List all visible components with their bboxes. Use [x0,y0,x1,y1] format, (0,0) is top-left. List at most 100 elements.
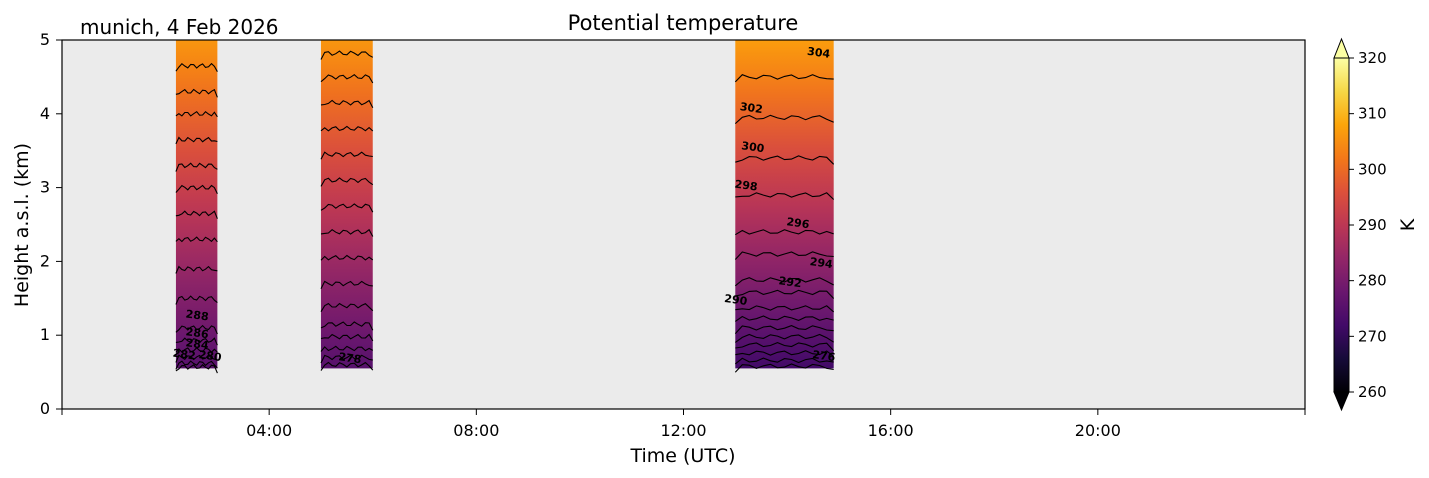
contour-288 [735,305,835,313]
contour-284 [320,321,374,331]
contour-300 [320,125,374,132]
contour-276 [320,361,374,371]
y-tick-label: 4 [40,104,50,123]
contour-label: 298 [734,178,759,194]
contour-278 [320,354,373,364]
x-tick-label: 08:00 [453,421,499,440]
plot-background [62,40,1305,409]
colorbar-extend-max [1333,37,1350,59]
contour-306 [175,62,218,72]
contour-284 [175,337,218,346]
contour-286 [734,315,834,322]
colorbar-tick-label: 260 [1358,383,1387,401]
contour-label: 294 [809,255,834,271]
x-axis-ticks: 04:00 08:00 12:00 16:00 20:00 [61,409,1306,440]
contour-label: 278 [338,350,363,366]
contour-290 [735,289,835,299]
contour-304 [175,88,218,98]
contour-302 [175,110,218,118]
contour-306 [320,50,374,60]
contour-280 [735,342,835,352]
contour-288 [175,295,218,305]
contour-284 [734,325,834,334]
contour-282 [320,333,374,342]
y-axis-ticks: 0 1 2 3 4 5 [40,30,62,418]
contour-274 [734,363,834,373]
contour-298 [175,162,218,172]
contour-label: 290 [724,292,749,308]
y-tick-label: 5 [40,30,50,49]
contour-282 [175,347,218,353]
colorbar-tick-label: 300 [1358,160,1387,178]
contour-296 [320,177,374,187]
contour-label: 282 [172,347,197,363]
colorbar-ticks: 260 270 280 290 300 310 320 [1349,49,1387,401]
contour-296 [175,184,218,194]
contour-label: 304 [806,45,831,61]
x-tick-label: 20:00 [1075,421,1121,440]
contour-278 [735,350,835,357]
contour-280 [175,354,218,363]
contour-label: 300 [741,139,766,155]
colorbar-tick-label: 310 [1358,105,1387,123]
y-tick-label: 2 [40,251,50,270]
contour-label: 280 [198,348,223,364]
contour-292 [175,236,218,243]
segment-fill [175,40,218,369]
contour-label: 286 [185,325,210,341]
contour-302 [320,99,374,109]
contour-286 [175,324,218,335]
contour-292 [734,277,834,287]
chart-title: Potential temperature [568,11,799,35]
contour-288 [320,280,373,290]
colorbar: 260 270 280 290 300 310 320 K [1333,37,1419,412]
contour-302 [734,114,834,125]
x-tick-label: 04:00 [246,421,292,440]
colorbar-tick-label: 280 [1358,272,1387,290]
y-tick-label: 3 [40,178,50,197]
contour-282 [734,333,834,343]
contour-280 [320,345,374,352]
x-tick-label: 16:00 [868,421,914,440]
contour-286 [320,302,374,312]
colorbar-extend-min [1333,391,1350,412]
contour-label: 276 [812,348,837,364]
colorbar-gradient [1334,58,1349,392]
contour-label: 296 [786,215,811,231]
contour-276 [734,357,834,365]
y-tick-label: 1 [40,325,50,344]
contour-304 [320,74,374,84]
contour-296 [735,229,834,236]
contour-298 [320,151,373,160]
segment-fill [735,40,834,369]
colorbar-tick-label: 290 [1358,216,1387,234]
contour-298 [735,192,835,200]
colorbar-tick-label: 320 [1358,49,1387,67]
contour-label: 292 [778,274,803,290]
contour-label: 288 [185,307,210,323]
y-tick-label: 0 [40,399,50,418]
x-tick-label: 12:00 [660,421,706,440]
contour-294 [320,203,374,213]
x-axis-label: Time (UTC) [629,445,735,467]
contour-278 [175,360,218,370]
y-axis-label: Height a.s.l. (km) [11,143,33,307]
contour-label: 284 [185,336,210,352]
colorbar-tick-label: 270 [1358,327,1387,345]
colorbar-label: K [1397,218,1419,231]
contour-294 [734,251,834,260]
contour-label: 302 [739,100,764,116]
contour-292 [320,228,374,237]
contour-300 [735,155,835,165]
contour-290 [175,265,218,274]
contour-290 [320,254,374,261]
contour-294 [175,210,218,219]
segment-2: 278 [320,40,374,371]
contour-300 [175,136,218,145]
location-label: munich, 4 Feb 2026 [80,15,279,39]
contour-304 [734,74,834,83]
segment-3: 304 302 300 298 296 294 292 290 276 [724,40,837,373]
